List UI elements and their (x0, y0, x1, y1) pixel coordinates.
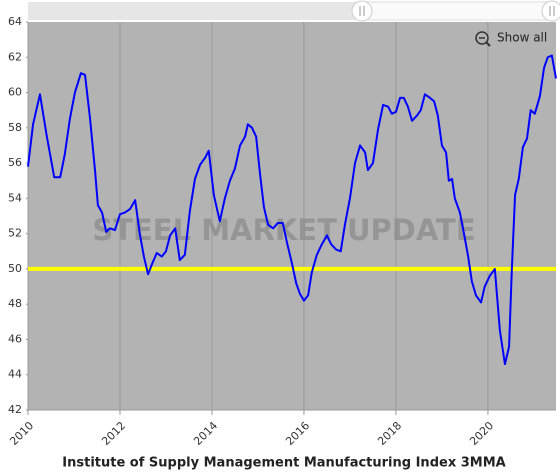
x-tick-label: 2016 (283, 419, 312, 448)
y-tick-label: 56 (8, 156, 22, 169)
x-tick-label: 2014 (191, 419, 220, 448)
y-tick-label: 58 (8, 121, 22, 134)
x-tick-label: 2018 (375, 419, 404, 448)
x-tick-label: 2020 (467, 419, 496, 448)
navigator-handle[interactable] (351, 0, 373, 22)
plot-background (28, 22, 556, 410)
zoom-icon (485, 41, 491, 47)
y-tick-label: 42 (8, 403, 22, 416)
y-tick-label: 54 (8, 191, 22, 204)
y-tick-label: 50 (8, 262, 22, 275)
y-tick-label: 60 (8, 86, 22, 99)
y-tick-label: 44 (8, 368, 22, 381)
x-tick-label: 2012 (99, 419, 128, 448)
navigator-window[interactable] (361, 1, 557, 21)
show-all-button[interactable]: Show all (475, 31, 547, 47)
y-tick-label: 52 (8, 227, 22, 240)
y-tick-label: 64 (8, 15, 22, 28)
zoom-icon (475, 31, 489, 45)
x-tick-label: 2010 (7, 419, 36, 448)
chart-title: Institute of Supply Management Manufactu… (62, 456, 505, 471)
y-tick-label: 46 (8, 332, 22, 345)
data-line (27, 54, 557, 366)
navigator-handle[interactable] (541, 0, 560, 22)
show-all-label: Show all (497, 31, 547, 45)
y-tick-label: 62 (8, 50, 22, 63)
plot-area (27, 22, 556, 410)
navigator-mask (28, 2, 362, 20)
y-tick-label: 48 (8, 297, 22, 310)
